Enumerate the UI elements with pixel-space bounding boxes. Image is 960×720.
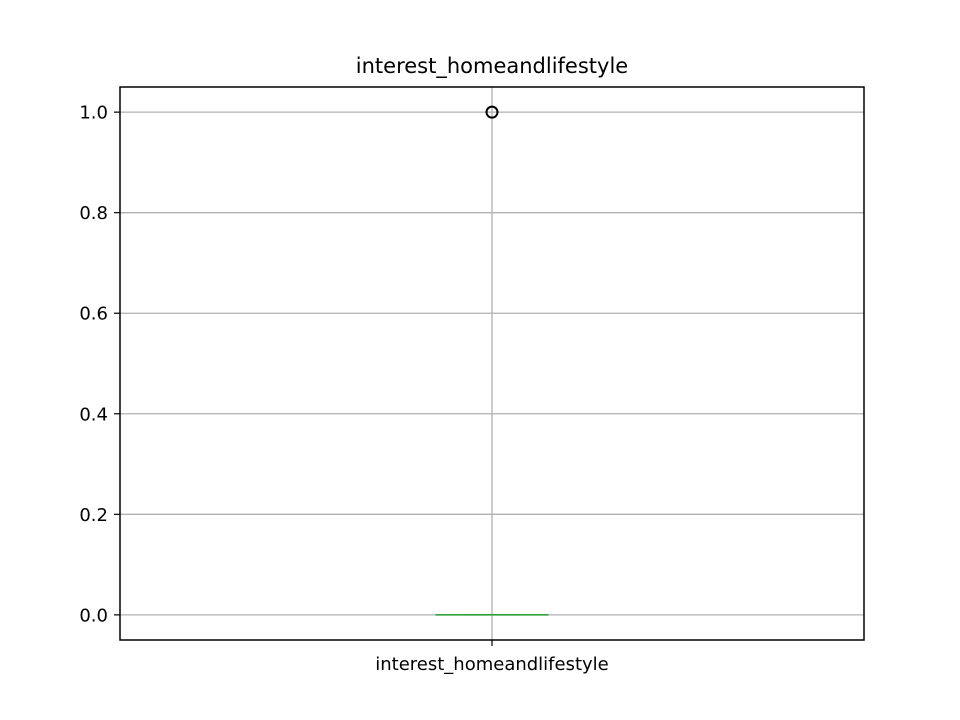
chart-title: interest_homeandlifestyle [356, 54, 628, 79]
y-tick-label: 0.8 [79, 203, 108, 224]
y-tick-label: 0.2 [79, 505, 108, 526]
outlier-point [485, 105, 499, 119]
x-tick-label: interest_homeandlifestyle [375, 654, 609, 675]
y-tick-label: 1.0 [79, 103, 108, 124]
y-tick-label: 0.6 [79, 304, 108, 325]
grid-lines [120, 87, 864, 640]
axis-ticks: 0.0 0.2 0.4 0.6 0.8 1.0 interest_homeandlifest… [79, 103, 608, 675]
plot-area [435, 105, 549, 616]
y-tick-label: 0.0 [79, 605, 108, 626]
y-tick-label: 0.4 [79, 404, 108, 425]
